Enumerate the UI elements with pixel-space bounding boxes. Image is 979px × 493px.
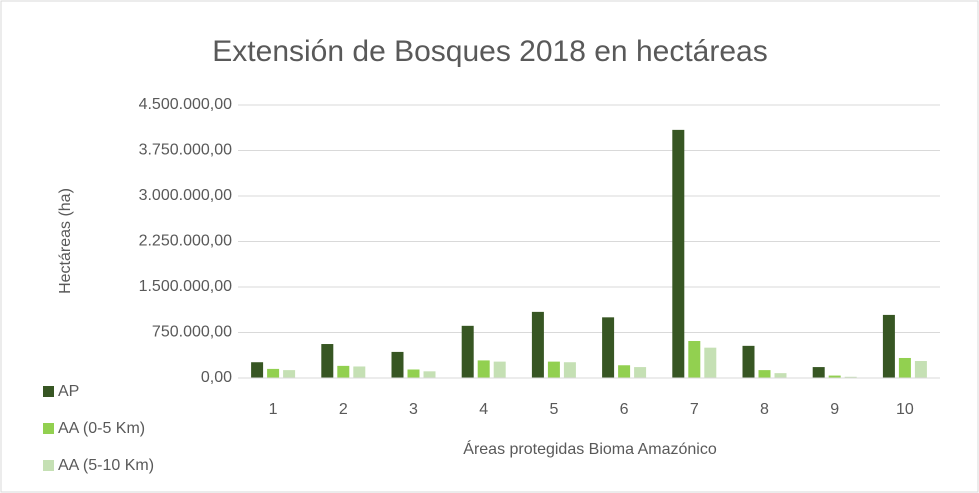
x-tick-label: 2	[339, 401, 348, 418]
bar	[634, 367, 647, 378]
y-tick-label: 1.500.000,00	[139, 278, 233, 295]
bar	[828, 375, 841, 378]
bar	[914, 361, 927, 378]
bar	[812, 367, 825, 378]
bar	[547, 361, 560, 378]
x-tick-label: 1	[269, 401, 278, 418]
bar	[844, 376, 857, 378]
legend-swatch	[43, 423, 54, 434]
x-tick-label: 3	[409, 401, 418, 418]
x-tick-label: 9	[830, 401, 839, 418]
x-tick-label: 4	[479, 401, 488, 418]
bar	[742, 345, 755, 378]
bar	[882, 314, 895, 378]
legend-swatch	[43, 460, 54, 471]
legend-label: AA (0-5 Km)	[58, 420, 145, 437]
x-tick-label: 8	[760, 401, 769, 418]
bar	[251, 362, 264, 378]
bar	[267, 368, 280, 378]
bar	[704, 347, 717, 378]
bar	[407, 369, 420, 378]
bar	[898, 357, 911, 378]
x-axis-title: Áreas protegidas Bioma Amazónico	[463, 439, 717, 458]
bar	[337, 365, 350, 378]
bar	[477, 360, 490, 378]
bar	[423, 371, 436, 378]
y-tick-label: 750.000,00	[152, 324, 232, 341]
y-axis-title: Hectáreas (ha)	[57, 188, 74, 294]
bar	[602, 317, 615, 378]
x-tick-label: 6	[620, 401, 629, 418]
bar	[391, 351, 404, 378]
bar	[672, 129, 685, 378]
x-tick-label: 5	[549, 401, 558, 418]
bar	[493, 361, 506, 378]
bar	[774, 373, 787, 378]
y-tick-label: 3.000.000,00	[139, 187, 233, 204]
chart-title: Extensión de Bosques 2018 en hectáreas	[212, 35, 767, 68]
bar	[563, 362, 576, 378]
bar	[688, 340, 701, 378]
legend-label: AA (5-10 Km)	[58, 457, 154, 474]
x-tick-label: 7	[690, 401, 699, 418]
bar	[353, 366, 366, 378]
y-tick-label: 4.500.000,00	[139, 96, 233, 113]
legend-swatch	[43, 386, 54, 397]
bar	[461, 325, 474, 378]
bar	[283, 370, 296, 378]
y-tick-label: 2.250.000,00	[139, 233, 233, 250]
bar	[618, 365, 631, 378]
y-tick-label: 0,00	[201, 369, 232, 386]
bar	[758, 370, 771, 378]
legend-label: AP	[58, 383, 79, 400]
y-tick-label: 3.750.000,00	[139, 142, 233, 159]
x-tick-label: 10	[896, 401, 914, 418]
bar	[531, 311, 544, 378]
bar	[321, 344, 334, 378]
